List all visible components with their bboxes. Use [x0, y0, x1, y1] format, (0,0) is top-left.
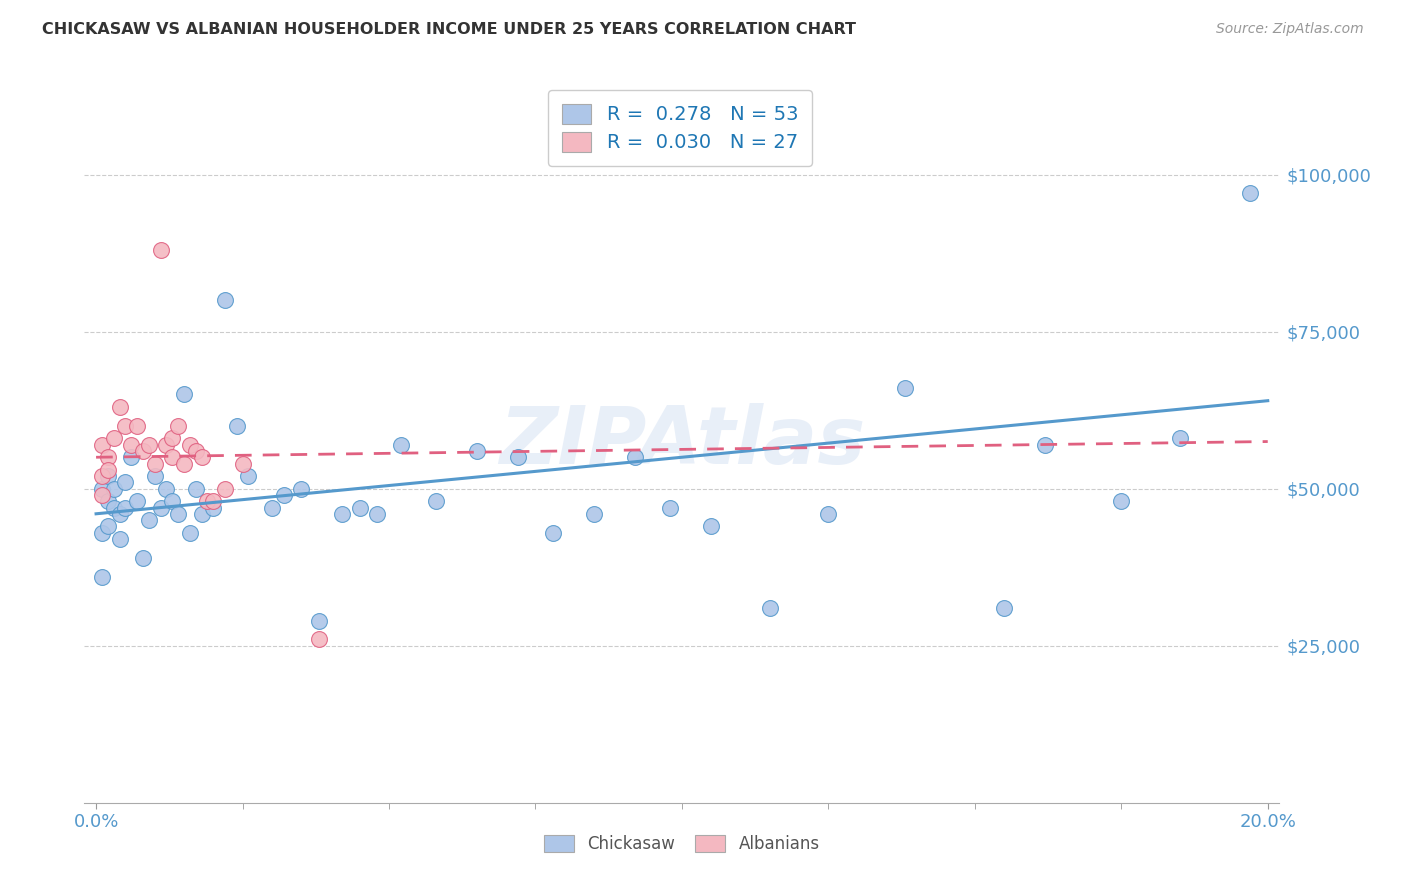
Point [1168, 431, 1191, 445]
Point [103, 482, 125, 496]
Point [90, 488, 114, 502]
Point [114, 418, 136, 433]
Point [173, 457, 195, 471]
Point [202, 500, 225, 515]
Point [127, 418, 149, 433]
Point [260, 500, 283, 515]
Point [465, 444, 488, 458]
Point [330, 507, 353, 521]
Point [103, 431, 125, 445]
Point [506, 450, 529, 465]
Point [167, 418, 190, 433]
Point [132, 444, 155, 458]
Point [214, 293, 236, 308]
Point [167, 507, 190, 521]
Point [1111, 494, 1133, 508]
Text: Source: ZipAtlas.com: Source: ZipAtlas.com [1216, 22, 1364, 37]
Point [155, 482, 177, 496]
Point [425, 494, 447, 508]
Point [238, 469, 260, 483]
Point [120, 438, 142, 452]
Point [143, 469, 166, 483]
Point [97, 519, 120, 533]
Point [90, 482, 114, 496]
Point [162, 431, 183, 445]
Point [583, 507, 606, 521]
Point [366, 507, 388, 521]
Point [143, 457, 166, 471]
Point [190, 507, 212, 521]
Point [127, 494, 149, 508]
Point [108, 507, 131, 521]
Point [700, 519, 723, 533]
Point [97, 450, 120, 465]
Point [273, 488, 295, 502]
Point [162, 450, 183, 465]
Point [179, 525, 201, 540]
Point [541, 525, 564, 540]
Point [138, 513, 160, 527]
Point [108, 400, 131, 414]
Point [1033, 438, 1056, 452]
Point [149, 243, 172, 257]
Point [90, 569, 114, 583]
Point [893, 381, 915, 395]
Text: CHICKASAW VS ALBANIAN HOUSEHOLDER INCOME UNDER 25 YEARS CORRELATION CHART: CHICKASAW VS ALBANIAN HOUSEHOLDER INCOME… [42, 22, 856, 37]
Point [179, 438, 201, 452]
Point [90, 469, 114, 483]
Point [149, 500, 172, 515]
Point [202, 494, 225, 508]
Point [184, 482, 207, 496]
Point [97, 469, 120, 483]
Point [225, 418, 247, 433]
Point [817, 507, 839, 521]
Point [138, 438, 160, 452]
Point [290, 482, 312, 496]
Point [389, 438, 412, 452]
Point [97, 463, 120, 477]
Point [624, 450, 647, 465]
Point [1239, 186, 1261, 201]
Point [90, 525, 114, 540]
Point [308, 614, 330, 628]
Point [184, 444, 207, 458]
Point [231, 457, 254, 471]
Legend: Chickasaw, Albanians: Chickasaw, Albanians [537, 828, 827, 860]
Point [659, 500, 682, 515]
Point [308, 632, 330, 647]
Point [190, 450, 212, 465]
Point [759, 601, 782, 615]
Point [173, 387, 195, 401]
Text: ZIPAtlas: ZIPAtlas [499, 402, 865, 481]
Point [155, 438, 177, 452]
Point [132, 550, 155, 565]
Point [162, 494, 183, 508]
Point [214, 482, 236, 496]
Point [993, 601, 1015, 615]
Point [108, 532, 131, 546]
Point [349, 500, 371, 515]
Point [114, 475, 136, 490]
Point [197, 494, 219, 508]
Point [114, 500, 136, 515]
Point [103, 500, 125, 515]
Point [120, 450, 142, 465]
Point [90, 438, 114, 452]
Point [97, 494, 120, 508]
